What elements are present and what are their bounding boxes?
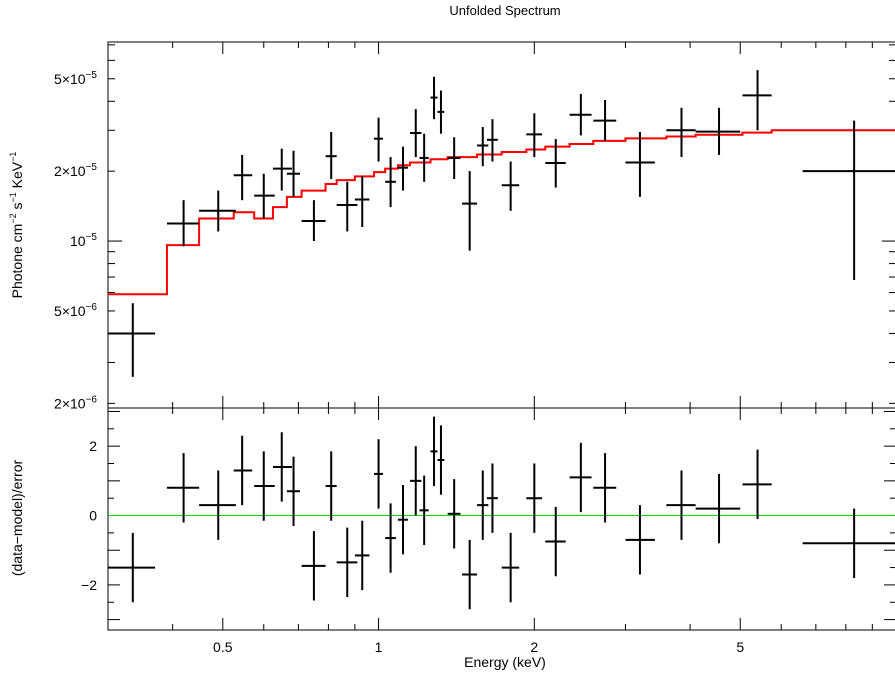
x-tick-label: 2 bbox=[530, 639, 538, 655]
data-point bbox=[526, 113, 543, 158]
data-point bbox=[802, 120, 895, 280]
data-point bbox=[354, 176, 370, 227]
residual-point bbox=[477, 470, 489, 540]
residual-point bbox=[354, 520, 370, 591]
x-tick-label: 0.5 bbox=[213, 639, 233, 655]
residual-point bbox=[199, 470, 236, 540]
top-ticks: 2×10−6 5×10−6 10−5 2×10−5 5×10−5 bbox=[54, 42, 895, 411]
data-point bbox=[593, 100, 617, 141]
residual-point bbox=[666, 470, 696, 540]
residual-point bbox=[742, 449, 772, 519]
residual-point bbox=[545, 506, 566, 577]
model-curve bbox=[108, 129, 895, 296]
bottom-y-axis-title: (data−model)/error bbox=[9, 459, 25, 576]
data-point bbox=[409, 109, 422, 158]
x-tick-labels: 0.5 1 2 5 bbox=[213, 639, 744, 655]
data-point bbox=[385, 157, 396, 208]
data-point bbox=[666, 107, 696, 158]
data-point bbox=[166, 200, 200, 247]
data-point bbox=[233, 154, 253, 201]
bottom-ticks: −2 0 2 bbox=[81, 408, 895, 630]
data-point bbox=[437, 90, 445, 134]
residual-point bbox=[301, 531, 326, 601]
data-point bbox=[199, 190, 236, 232]
bottom-panel: −2 0 2 (data−model)/error bbox=[9, 407, 895, 631]
data-point bbox=[501, 161, 520, 211]
y-tick-label: 2×10−6 bbox=[54, 394, 97, 411]
residual-point bbox=[526, 463, 543, 533]
data-point bbox=[462, 171, 478, 251]
residual-point bbox=[233, 435, 253, 506]
residual-point bbox=[108, 532, 156, 603]
residual-point bbox=[430, 416, 438, 487]
residual-point bbox=[625, 505, 655, 575]
data-point bbox=[254, 173, 275, 219]
data-point bbox=[625, 131, 655, 197]
residual-point bbox=[569, 442, 592, 513]
residual-point bbox=[374, 439, 384, 509]
data-point bbox=[742, 70, 772, 131]
residual-point bbox=[336, 527, 358, 598]
data-point bbox=[325, 131, 337, 180]
data-point bbox=[301, 200, 326, 242]
data-point bbox=[430, 76, 438, 120]
y-tick-label: 5×10−5 bbox=[54, 70, 97, 87]
x-axis-title: Energy (keV) bbox=[464, 654, 546, 670]
residual-point bbox=[397, 485, 409, 555]
data-point bbox=[477, 126, 489, 167]
residual-point bbox=[486, 463, 498, 533]
data-point bbox=[569, 93, 592, 136]
data-point bbox=[336, 181, 358, 232]
y-tick-label: 0 bbox=[89, 508, 97, 524]
data-point bbox=[545, 139, 566, 188]
top-y-axis-title: Photone cm−2 s−1 KeV−1 bbox=[8, 152, 25, 299]
model-step-line bbox=[108, 129, 895, 296]
x-tick-label: 5 bbox=[736, 639, 744, 655]
residual-point bbox=[409, 446, 422, 516]
residual-point bbox=[385, 503, 396, 573]
bottom-panel-frame bbox=[107, 407, 895, 631]
spectrum-data-points bbox=[108, 70, 895, 377]
residual-point bbox=[802, 508, 895, 578]
x-tick-label: 1 bbox=[375, 639, 383, 655]
chart-title: Unfolded Spectrum bbox=[449, 3, 560, 18]
top-panel: 2×10−6 5×10−6 10−5 2×10−5 5×10−5 Photone cm−… bbox=[8, 41, 895, 411]
data-point bbox=[419, 133, 429, 182]
residual-point bbox=[695, 473, 741, 544]
residual-point bbox=[272, 432, 292, 502]
data-point bbox=[108, 303, 156, 377]
residual-point bbox=[462, 539, 478, 610]
y-tick-label: 2×10−5 bbox=[54, 162, 97, 179]
residual-data-points bbox=[108, 416, 895, 610]
y-tick-label: 2 bbox=[89, 438, 97, 454]
y-tick-label: 5×10−6 bbox=[54, 302, 97, 319]
data-point bbox=[286, 150, 301, 197]
residual-point bbox=[286, 456, 301, 526]
residual-point bbox=[419, 475, 429, 546]
y-tick-label: −2 bbox=[81, 577, 97, 593]
residual-point bbox=[501, 532, 520, 603]
data-point bbox=[695, 107, 741, 155]
top-panel-frame bbox=[107, 41, 895, 409]
data-point bbox=[272, 148, 292, 191]
residual-point bbox=[447, 479, 461, 549]
residual-point bbox=[166, 453, 200, 523]
data-point bbox=[447, 137, 461, 180]
y-tick-label: 10−5 bbox=[70, 232, 97, 249]
residual-point bbox=[593, 453, 617, 523]
residual-point bbox=[437, 425, 445, 495]
data-point bbox=[397, 146, 409, 191]
residual-point bbox=[325, 451, 337, 521]
data-point bbox=[486, 119, 498, 162]
residual-point bbox=[254, 451, 275, 521]
data-point bbox=[374, 117, 384, 162]
